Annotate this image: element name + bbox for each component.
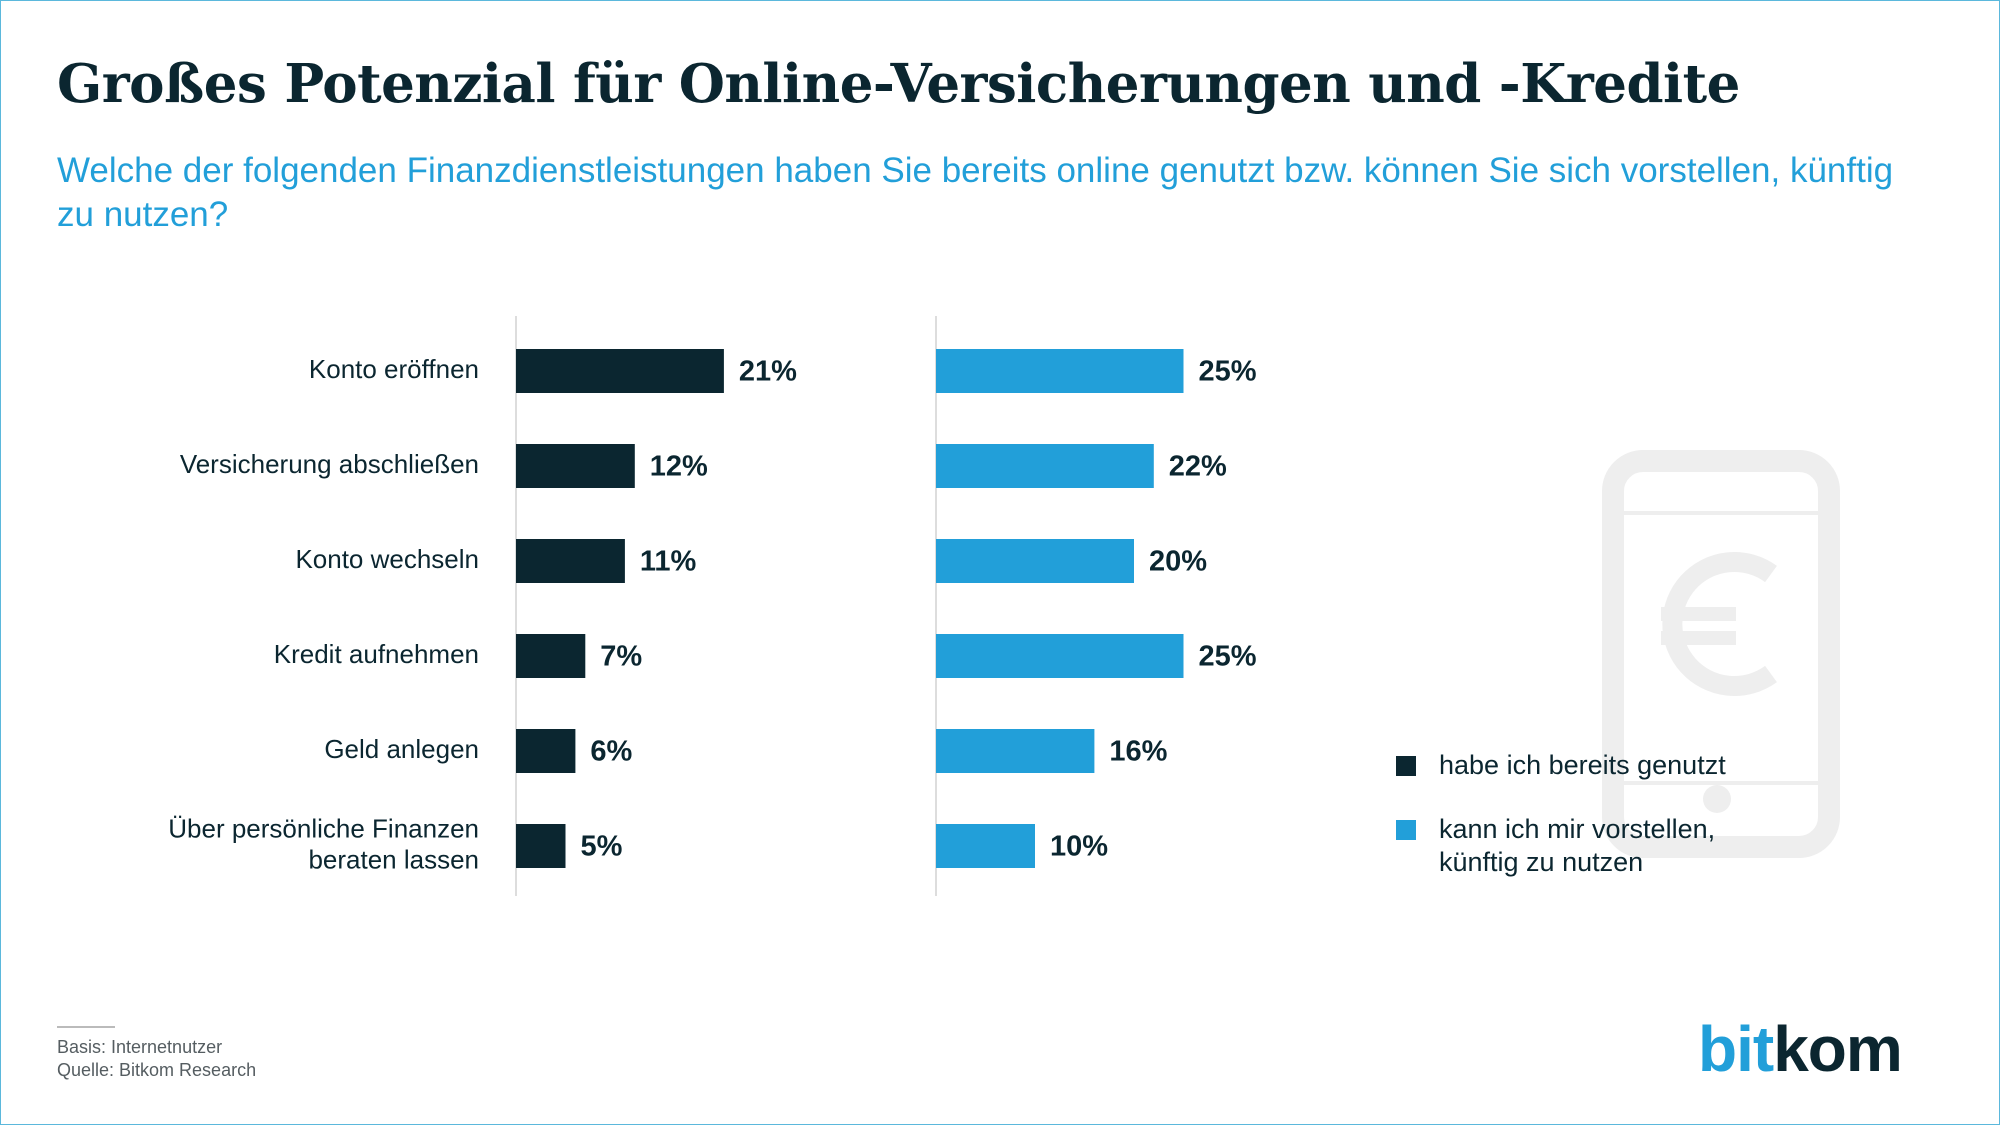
legend-label-used: habe ich bereits genutzt xyxy=(1439,750,1726,780)
bar-1 xyxy=(516,444,635,488)
category-label: Konto wechseln xyxy=(295,544,479,574)
data-label: 25% xyxy=(1199,356,1257,388)
bar-1 xyxy=(516,539,625,583)
page-title: Großes Potenzial für Online-Versicherung… xyxy=(57,53,1740,115)
data-label: 22% xyxy=(1169,451,1227,483)
data-label: 6% xyxy=(590,736,632,768)
legend-swatch-future xyxy=(1396,820,1416,840)
data-label: 12% xyxy=(650,451,708,483)
legend-item-used: habe ich bereits genutzt xyxy=(1396,749,1759,782)
logo-part-kom: kom xyxy=(1773,1013,1903,1085)
data-label: 16% xyxy=(1109,736,1167,768)
bar-2 xyxy=(936,824,1035,868)
data-label: 11% xyxy=(640,546,697,578)
data-label: 20% xyxy=(1149,546,1207,578)
data-label: 5% xyxy=(581,831,623,863)
bar-1 xyxy=(516,349,724,393)
footnote-divider xyxy=(57,1026,115,1028)
category-label: Geld anlegen xyxy=(324,734,479,764)
category-label: beraten lassen xyxy=(308,844,479,874)
logo-part-bit: bit xyxy=(1698,1013,1774,1085)
footnote-basis: Basis: Internetnutzer xyxy=(57,1037,223,1057)
page-subtitle: Welche der folgenden Finanzdienstleistun… xyxy=(57,151,1894,234)
data-label: 25% xyxy=(1199,641,1257,673)
bar-2 xyxy=(936,539,1134,583)
data-label: 21% xyxy=(739,356,797,388)
category-label: Kredit aufnehmen xyxy=(274,639,479,669)
bar-2 xyxy=(936,634,1184,678)
legend-label-future-line-2: künftig zu nutzen xyxy=(1439,847,1644,877)
legend-swatch-used xyxy=(1396,756,1416,776)
bar-2 xyxy=(936,349,1184,393)
bar-2 xyxy=(936,444,1154,488)
category-label: Über persönliche Finanzen xyxy=(168,813,479,843)
legend-label-future: kann ich mir vorstellen, künftig zu nutz… xyxy=(1439,813,1759,879)
bar-1 xyxy=(516,824,566,868)
category-label: Versicherung abschließen xyxy=(180,449,479,479)
bar-2 xyxy=(936,729,1095,773)
bar-1 xyxy=(516,634,586,678)
footnote-source: Quelle: Bitkom Research xyxy=(57,1060,257,1080)
legend-item-future: kann ich mir vorstellen, künftig zu nutz… xyxy=(1396,813,1759,879)
smartphone-euro-icon xyxy=(1602,450,1840,858)
bar-1 xyxy=(516,729,576,773)
data-label: 10% xyxy=(1050,831,1108,863)
legend-label-future-line-1: kann ich mir vorstellen, xyxy=(1439,814,1716,844)
data-label: 7% xyxy=(600,641,642,673)
bitkom-logo: bitkom xyxy=(1698,1013,1903,1085)
category-label: Konto eröffnen xyxy=(309,354,479,384)
